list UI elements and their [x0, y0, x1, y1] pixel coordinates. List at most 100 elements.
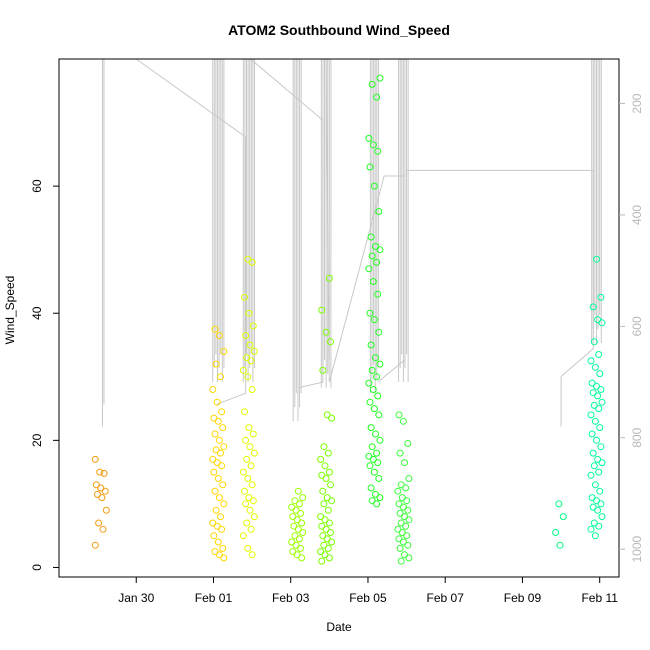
data-point [241, 487, 248, 495]
data-point [595, 468, 603, 476]
data-point [241, 293, 248, 301]
data-point [298, 519, 306, 527]
data-point [366, 462, 374, 470]
data-point [215, 332, 223, 339]
data-point [589, 449, 597, 457]
data-point [250, 513, 258, 521]
data-point [597, 386, 605, 393]
data-point [324, 506, 332, 514]
data-point [245, 424, 253, 432]
data-point [376, 74, 384, 82]
data-point [328, 497, 336, 505]
data-point [242, 332, 250, 339]
data-point [211, 325, 219, 333]
data-point [327, 481, 334, 489]
data-point [250, 449, 258, 457]
data-point [320, 443, 328, 451]
data-point [374, 459, 382, 467]
data-point [375, 411, 383, 419]
data-point [396, 544, 404, 552]
data-point [396, 449, 404, 457]
data-point [404, 440, 412, 447]
data-point [588, 430, 596, 438]
data-point [219, 544, 227, 552]
data-point [366, 163, 374, 171]
data-point [373, 258, 381, 266]
data-point [100, 469, 108, 477]
data-point [598, 319, 606, 327]
data-point [219, 481, 227, 489]
data-point [319, 487, 327, 495]
x-tick-label: Feb 09 [504, 591, 542, 605]
data-point [298, 554, 306, 562]
data-point [401, 459, 408, 467]
data-point [91, 455, 99, 463]
data-point [218, 525, 226, 533]
data-point [403, 532, 411, 540]
x-tick-label: Feb 05 [349, 591, 387, 605]
data-point [327, 529, 334, 536]
data-point [250, 347, 258, 355]
data-point [402, 522, 410, 530]
data-point [325, 519, 333, 527]
data-point [598, 459, 606, 467]
data-point [368, 80, 376, 88]
data-point [247, 462, 255, 470]
data-point [248, 481, 256, 489]
data-point [96, 468, 104, 476]
data-point [322, 328, 330, 336]
data-point [213, 398, 221, 406]
data-point [595, 405, 603, 413]
y2-tick-label: 600 [630, 316, 644, 336]
data-point [597, 500, 605, 508]
data-point [374, 392, 382, 400]
data-point [215, 494, 223, 502]
data-point [405, 475, 413, 482]
data-point [297, 544, 304, 552]
data-point [249, 497, 257, 505]
data-point [209, 386, 217, 393]
data-point [328, 538, 336, 546]
data-point [405, 554, 413, 562]
data-point [372, 430, 379, 438]
data-point [248, 386, 256, 393]
data-point [394, 487, 402, 495]
data-point [244, 475, 252, 482]
data-point [210, 468, 218, 476]
y-tick-label: 20 [30, 433, 44, 447]
data-point [91, 541, 99, 549]
data-point [210, 532, 218, 540]
data-point [594, 392, 602, 400]
data-point [101, 487, 109, 495]
data-point [376, 494, 384, 502]
x-tick-label: Feb 07 [427, 591, 465, 605]
data-point [376, 246, 384, 254]
x-axis-title: Date [326, 620, 352, 634]
data-point [244, 544, 252, 552]
data-point [246, 506, 254, 514]
data-point [325, 554, 333, 562]
data-point [211, 430, 219, 438]
data-point [367, 341, 375, 349]
data-point [327, 338, 334, 346]
y-axis-left: 0 20 40 60 [30, 179, 59, 571]
data-point [217, 513, 224, 521]
data-point [325, 468, 333, 476]
y-tick-label: 0 [30, 564, 44, 571]
data-point [373, 449, 381, 457]
data-point [319, 366, 327, 374]
data-point [214, 538, 222, 546]
data-point [102, 506, 110, 514]
data-point [239, 532, 247, 540]
y-tick-label: 60 [30, 179, 44, 193]
data-point [215, 436, 223, 444]
data-point [325, 274, 333, 282]
data-point [220, 500, 228, 508]
data-point [214, 475, 222, 482]
data-point [211, 487, 219, 495]
data-point [248, 551, 256, 559]
data-point [552, 529, 560, 536]
data-point [247, 357, 255, 365]
depth-track-line [406, 169, 594, 427]
data-point [587, 525, 595, 533]
